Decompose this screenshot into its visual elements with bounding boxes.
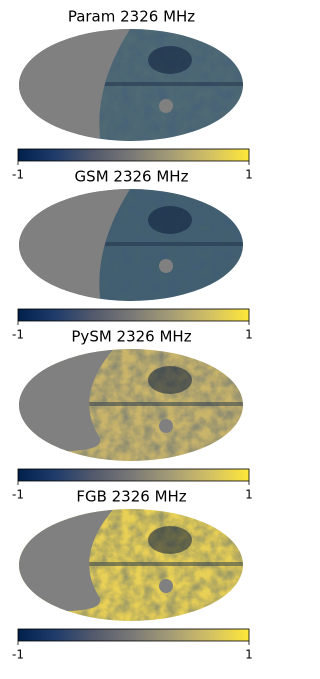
sky-mask-hole bbox=[159, 419, 173, 433]
galactic-plane bbox=[19, 242, 243, 246]
colorbar-tick-label: -1 bbox=[12, 168, 24, 182]
sky-mask-hole bbox=[159, 579, 173, 593]
map-panel: Param 2326 MHz -1 1 bbox=[12, 8, 253, 182]
sky-mask-hole bbox=[159, 259, 173, 273]
galactic-plane bbox=[19, 402, 243, 406]
galactic-plane bbox=[19, 562, 243, 566]
colorbar-tick-label: 1 bbox=[245, 648, 253, 662]
bright-region bbox=[148, 366, 192, 394]
colorbar bbox=[17, 148, 250, 162]
colorbar bbox=[17, 468, 250, 482]
colorbar-tick-label: 1 bbox=[245, 168, 253, 182]
sky-map bbox=[19, 509, 243, 621]
bright-region bbox=[148, 46, 192, 74]
panel-title: Param 2326 MHz bbox=[68, 8, 195, 26]
colorbar-tick-label: 1 bbox=[245, 488, 253, 502]
panel-title: GSM 2326 MHz bbox=[75, 168, 189, 186]
sky-mask-hole bbox=[159, 99, 173, 113]
map-panel: PySM 2326 MHz -1 1 bbox=[12, 328, 253, 502]
colorbar-tick-label: -1 bbox=[12, 488, 24, 502]
panel-title: PySM 2326 MHz bbox=[71, 328, 191, 346]
colorbar bbox=[17, 628, 250, 642]
sky-map bbox=[19, 189, 243, 301]
colorbar bbox=[17, 308, 250, 322]
colorbar-tick-label: -1 bbox=[12, 648, 24, 662]
page: {"colormap": ["#00204c", "#213d6b", "#55… bbox=[12, 7, 253, 662]
bright-region bbox=[148, 526, 192, 554]
galactic-plane bbox=[19, 82, 243, 86]
map-panel: FGB 2326 MHz -1 1 bbox=[12, 488, 253, 662]
sky-map bbox=[19, 349, 243, 461]
panel-title: FGB 2326 MHz bbox=[76, 488, 186, 506]
colorbar-tick-label: -1 bbox=[12, 328, 24, 342]
bright-region bbox=[148, 206, 192, 234]
map-panel: GSM 2326 MHz -1 1 bbox=[12, 168, 253, 342]
colorbar-tick-label: 1 bbox=[245, 328, 253, 342]
sky-map bbox=[19, 29, 243, 141]
